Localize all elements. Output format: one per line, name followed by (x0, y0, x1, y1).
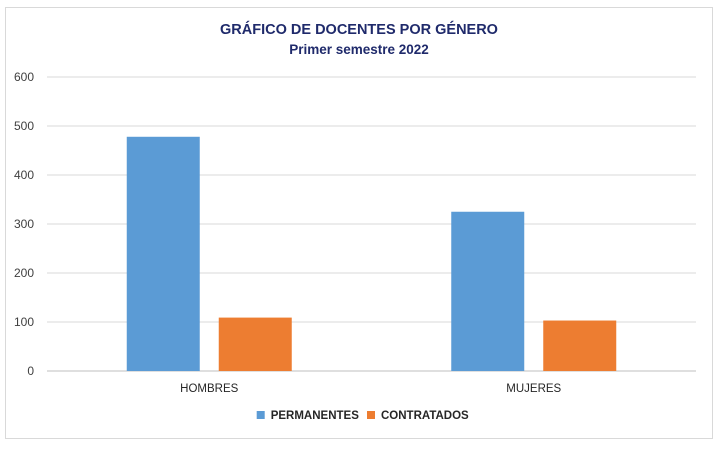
y-tick-label: 600 (14, 70, 34, 84)
y-tick-label: 300 (14, 217, 34, 231)
chart-title: GRÁFICO DE DOCENTES POR GÉNERO (220, 21, 498, 38)
y-axis-tick-labels: 0 100 200 300 400 500 600 (14, 70, 34, 378)
y-tick-label: 400 (14, 168, 34, 182)
x-category-label: HOMBRES (180, 383, 238, 395)
y-tick-label: 0 (27, 364, 34, 378)
y-tick-label: 200 (14, 266, 34, 280)
legend-label-contratados: CONTRATADOS (381, 410, 469, 422)
chart-subtitle: Primer semestre 2022 (289, 42, 429, 57)
x-axis-category-labels: HOMBRES MUJERES (180, 383, 561, 395)
y-tick-label: 500 (14, 119, 34, 133)
bars (126, 136, 617, 371)
legend-swatch-permanentes (256, 411, 265, 419)
bar-permanentes-mujeres (451, 211, 525, 371)
y-tick-label: 100 (14, 315, 34, 329)
bar-permanentes-hombres (126, 136, 200, 371)
x-category-label: MUJERES (506, 383, 561, 395)
legend-swatch-contratados (367, 411, 375, 419)
bar-contratados-hombres (218, 317, 292, 371)
legend: PERMANENTES CONTRATADOS (256, 410, 469, 422)
bar-contratados-mujeres (543, 320, 617, 371)
legend-label-permanentes: PERMANENTES (271, 410, 360, 422)
